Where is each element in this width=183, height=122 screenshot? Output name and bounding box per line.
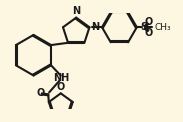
Text: NH: NH	[54, 73, 70, 83]
Text: N: N	[91, 22, 99, 32]
Text: O: O	[57, 82, 65, 92]
Text: O: O	[145, 28, 153, 38]
Text: CH₃: CH₃	[154, 23, 171, 32]
Text: N: N	[72, 6, 80, 16]
Text: O: O	[36, 88, 45, 98]
Text: S: S	[140, 22, 147, 32]
Text: O: O	[145, 17, 153, 27]
